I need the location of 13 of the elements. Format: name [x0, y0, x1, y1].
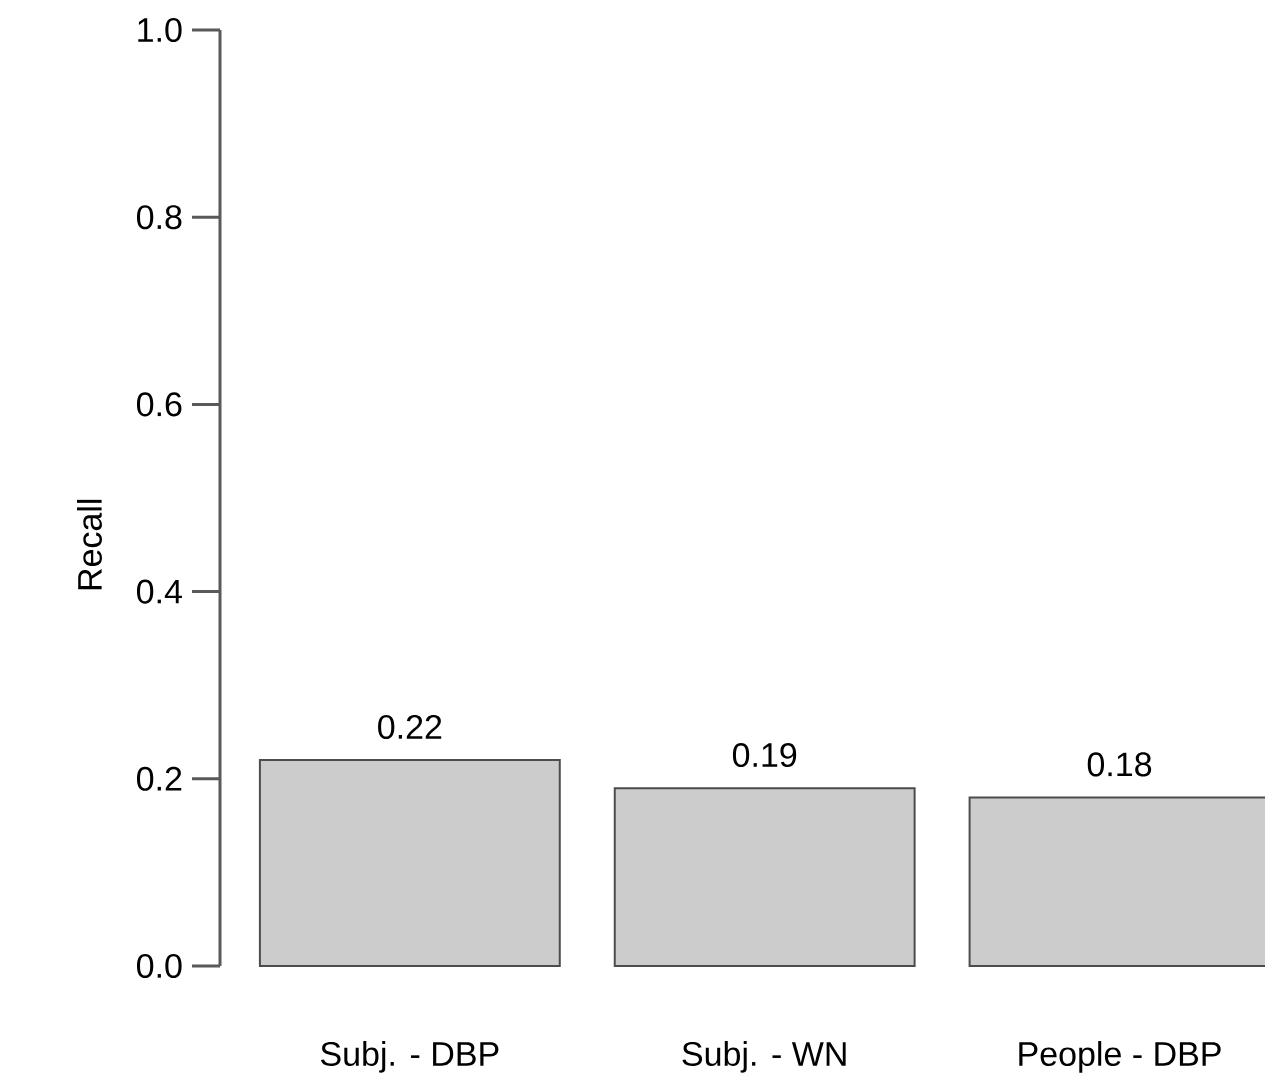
- y-tick-label: 0.8: [136, 205, 182, 230]
- y-axis-title: Recall: [76, 499, 102, 590]
- y-tick-label: 0.4: [136, 579, 182, 604]
- data-label: 0.22: [378, 714, 442, 740]
- y-tick-label: 0.2: [136, 766, 182, 791]
- x-tick-label: Subj. - DBP: [320, 1041, 499, 1073]
- y-tick-label: 0.6: [136, 392, 182, 417]
- x-tick-label: Subj. - WN: [682, 1041, 846, 1073]
- x-tick-label: People - DBP: [1019, 1041, 1221, 1073]
- data-label: 0.18: [1087, 752, 1152, 777]
- y-tick-label: 0.0: [136, 953, 182, 979]
- data-label: 0.19: [732, 743, 797, 768]
- y-tick-label: 1.0: [138, 17, 182, 43]
